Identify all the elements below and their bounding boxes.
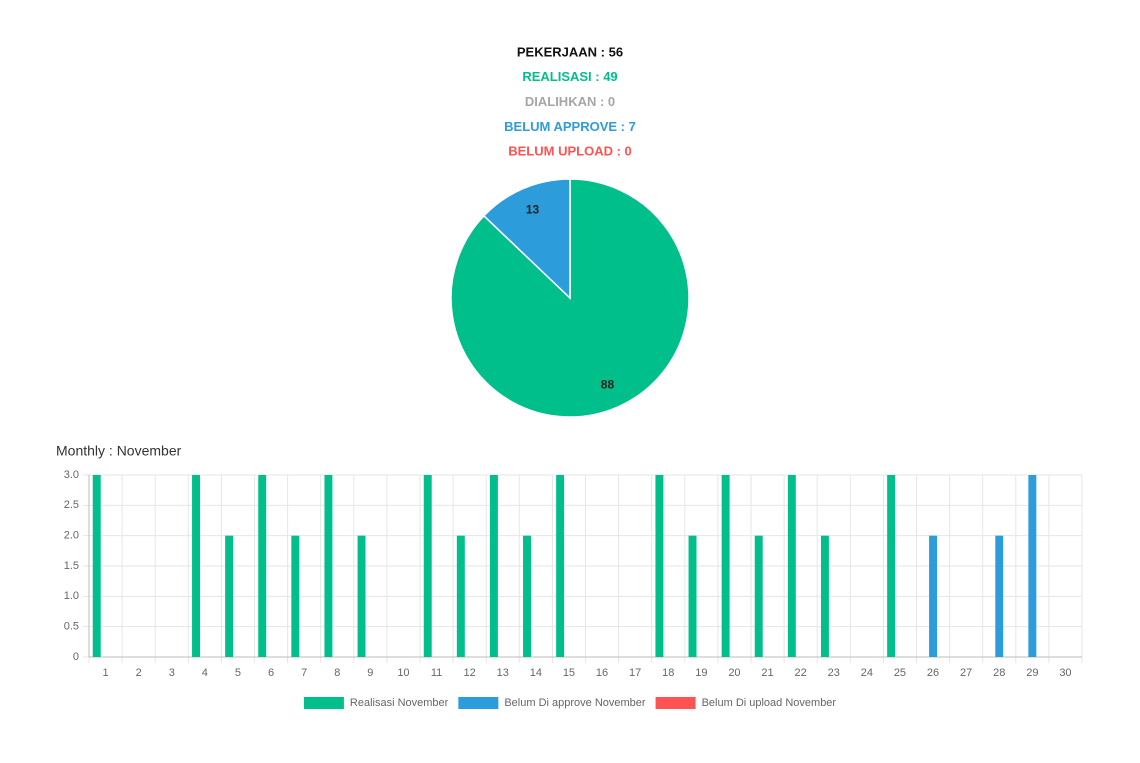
bar: [929, 535, 938, 657]
x-tick-label: 30: [1059, 667, 1071, 679]
x-tick-label: 24: [861, 667, 873, 679]
x-tick-label: 28: [993, 667, 1005, 679]
x-tick-label: 19: [695, 667, 707, 679]
x-tick-label: 29: [1026, 667, 1038, 679]
bar: [291, 535, 300, 657]
x-tick-label: 23: [828, 667, 840, 679]
data-label: 13: [526, 203, 540, 217]
bar: [324, 475, 333, 657]
chart-title: Monthly : November: [56, 443, 182, 459]
legend-label: Realisasi November: [350, 697, 449, 709]
x-tick-label: 18: [662, 667, 674, 679]
bar: [258, 475, 267, 657]
x-tick-label: 21: [761, 667, 773, 679]
x-tick-label: 3: [169, 667, 175, 679]
x-tick-label: 22: [795, 667, 807, 679]
x-tick-label: 2: [136, 667, 142, 679]
x-tick-label: 7: [301, 667, 307, 679]
summary-line: BELUM APPROVE : 7: [504, 119, 636, 134]
y-tick-label: 3.0: [64, 469, 79, 481]
x-tick-label: 1: [102, 667, 108, 679]
x-tick-label: 4: [202, 667, 208, 679]
x-tick-label: 16: [596, 667, 608, 679]
y-tick-label: 2.0: [64, 530, 79, 542]
bar: [787, 475, 796, 657]
y-tick-label: 2.5: [64, 499, 79, 511]
legend-swatch: [303, 697, 344, 709]
bar: [721, 475, 730, 657]
x-tick-label: 27: [960, 667, 972, 679]
x-tick-label: 17: [629, 667, 641, 679]
bar: [489, 475, 498, 657]
x-tick-label: 9: [367, 667, 373, 679]
bar: [92, 475, 101, 657]
bar: [754, 535, 763, 657]
pie-slice: [482, 178, 571, 300]
x-tick-label: 15: [563, 667, 575, 679]
bar: [1028, 475, 1037, 657]
x-tick-label: 20: [728, 667, 740, 679]
bar: [523, 535, 531, 657]
summary-line: DIALIHKAN : 0: [525, 94, 615, 109]
x-tick-label: 5: [235, 667, 241, 679]
bar: [423, 475, 432, 657]
bar: [556, 475, 565, 657]
bar: [995, 535, 1004, 657]
bar: [357, 535, 366, 657]
data-label: 88: [601, 378, 615, 392]
x-tick-label: 10: [397, 667, 409, 679]
y-tick-label: 0.5: [64, 621, 79, 633]
y-tick-label: 0: [73, 651, 79, 663]
bar: [655, 475, 664, 657]
x-tick-label: 26: [927, 667, 939, 679]
bar: [456, 535, 465, 657]
summary-line: REALISASI : 49: [522, 69, 617, 84]
bar: [225, 535, 234, 657]
legend-swatch: [655, 697, 696, 709]
x-tick-label: 8: [334, 667, 340, 679]
x-tick-label: 12: [464, 667, 476, 679]
x-tick-label: 14: [530, 667, 542, 679]
y-tick-label: 1.0: [64, 590, 79, 602]
x-tick-label: 25: [894, 667, 906, 679]
legend-swatch: [458, 697, 499, 709]
summary-line: BELUM UPLOAD : 0: [508, 144, 632, 159]
x-tick-label: 6: [268, 667, 274, 679]
summary-line: PEKERJAAN : 56: [517, 44, 623, 59]
legend-label: Belum Di approve November: [504, 697, 646, 709]
bar: [688, 535, 697, 657]
bar: [887, 475, 896, 657]
bar: [820, 535, 829, 657]
x-tick-label: 13: [497, 667, 509, 679]
x-tick-label: 11: [431, 667, 442, 679]
legend-label: Belum Di upload November: [702, 697, 837, 709]
bar: [192, 475, 200, 657]
y-tick-label: 1.5: [64, 560, 79, 572]
